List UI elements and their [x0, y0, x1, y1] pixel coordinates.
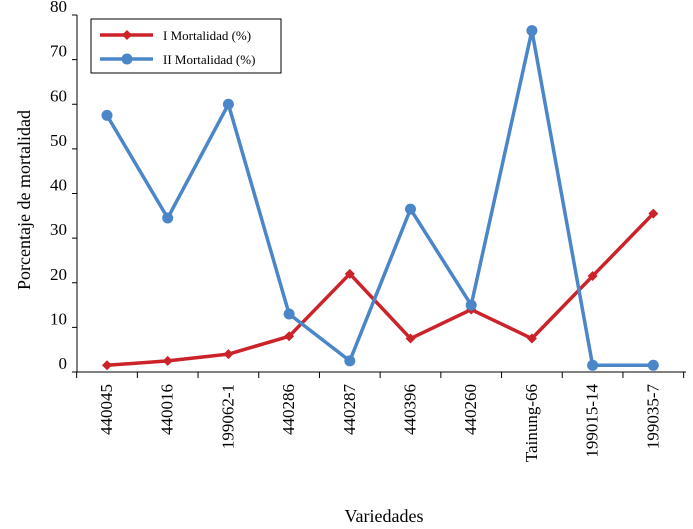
x-tick-label: Tainung-66 [522, 384, 541, 462]
x-tick-label: 199015-14 [583, 384, 602, 458]
data-point-circle [648, 360, 659, 371]
data-point-circle [344, 355, 355, 366]
data-point-circle [587, 360, 598, 371]
x-tick-label: 199062-1 [218, 384, 237, 449]
y-tick-label: 30 [50, 220, 67, 239]
x-tick-label: 440286 [279, 384, 298, 435]
data-point-diamond [223, 349, 233, 359]
data-point-diamond [102, 360, 112, 370]
data-point-circle [102, 110, 113, 121]
plot-area [102, 25, 659, 371]
y-axis-title: Porcentaje de mortalidad [14, 110, 34, 290]
series-2 [102, 25, 659, 371]
y-tick-label: 20 [50, 265, 67, 284]
x-tick-label: 440045 [97, 384, 116, 435]
x-tick-label: 440260 [461, 384, 480, 435]
data-point-circle [223, 99, 234, 110]
y-tick-label: 70 [50, 42, 67, 61]
data-point-circle [466, 300, 477, 311]
legend: I Mortalidad (%) II Mortalidad (%) [91, 19, 281, 73]
x-tick-label: 199035-7 [643, 384, 662, 450]
x-axis-title: Variedades [345, 506, 424, 526]
y-tick-label: 10 [50, 309, 67, 328]
legend-marker-circle [122, 54, 133, 65]
y-tick-label: 60 [50, 86, 67, 105]
x-tick-label: 440396 [401, 384, 420, 435]
y-tick-label: 80 [50, 0, 67, 16]
x-tick-label: 440287 [340, 384, 359, 436]
legend-label: I Mortalidad (%) [163, 28, 251, 43]
series-line [107, 31, 653, 366]
y-tick-label: 40 [50, 176, 67, 195]
x-tick-label: 440016 [158, 384, 177, 435]
y-tick-label: 0 [59, 354, 68, 373]
y-tick-label: 50 [50, 131, 67, 150]
data-point-circle [284, 308, 295, 319]
data-point-circle [162, 213, 173, 224]
data-point-circle [405, 204, 416, 215]
legend-label: II Mortalidad (%) [163, 52, 255, 67]
data-point-circle [526, 25, 537, 36]
data-point-diamond [163, 356, 173, 366]
